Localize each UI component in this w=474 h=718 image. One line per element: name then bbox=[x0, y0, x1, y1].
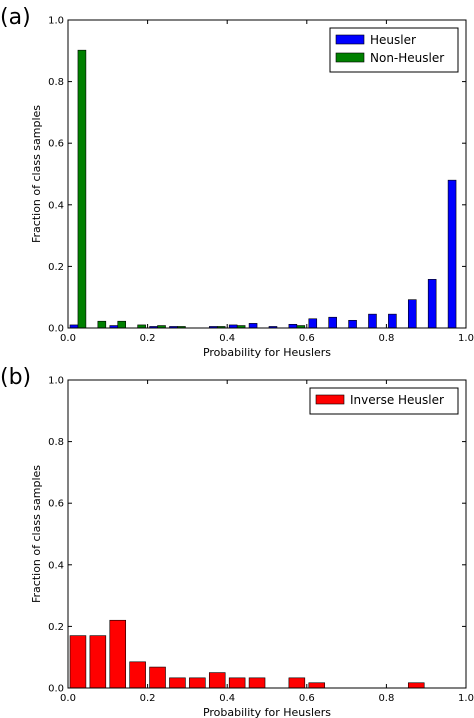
legend-swatch-inverse-heusler bbox=[315, 394, 345, 405]
bar-inverse-heusler-17 bbox=[407, 682, 425, 689]
y-tick-label: 0.2 bbox=[48, 622, 64, 633]
bar-inverse-heusler-0 bbox=[69, 635, 87, 689]
y-tick-label: 0.4 bbox=[48, 560, 64, 571]
bar-inverse-heusler-11 bbox=[288, 677, 306, 689]
bar-inverse-heusler-5 bbox=[169, 677, 186, 689]
x-tick-label: 1.0 bbox=[458, 333, 474, 344]
bar-inverse-heusler-9 bbox=[248, 677, 266, 689]
legend-swatch-non-heusler bbox=[335, 52, 365, 63]
bar-inverse-heusler-2 bbox=[109, 619, 127, 689]
legend-swatch-heusler bbox=[335, 34, 365, 45]
bar-inverse-heusler-1 bbox=[89, 635, 107, 689]
bar-inverse-heusler-7 bbox=[208, 672, 226, 689]
plot-frame bbox=[67, 19, 467, 329]
bar-heusler-11 bbox=[288, 323, 298, 329]
x-tick-label: 0.8 bbox=[378, 693, 394, 704]
bar-non-heusler-2 bbox=[117, 320, 127, 329]
bar-inverse-heusler-4 bbox=[149, 666, 166, 689]
x-axis-label: Probability for Heuslers bbox=[203, 706, 331, 718]
panel-label: (a) bbox=[0, 5, 31, 30]
bar-heusler-14 bbox=[348, 319, 357, 329]
bar-heusler-12 bbox=[308, 318, 318, 329]
bar-heusler-16 bbox=[388, 313, 397, 329]
x-tick-label: 0.2 bbox=[140, 333, 156, 344]
legend-box bbox=[309, 387, 459, 415]
y-tick-label: 0.0 bbox=[48, 684, 64, 695]
y-tick-label: 0.8 bbox=[48, 77, 64, 88]
y-tick-label: 0.6 bbox=[48, 499, 64, 510]
bar-heusler-13 bbox=[328, 316, 337, 329]
x-tick-label: 0.4 bbox=[219, 333, 235, 344]
y-tick-label: 1.0 bbox=[48, 16, 64, 27]
legend-label-non-heusler: Non-Heusler bbox=[370, 51, 444, 65]
legend-label-heusler: Heusler bbox=[370, 33, 416, 47]
x-tick-label: 0.8 bbox=[378, 333, 394, 344]
y-axis-label: Fraction of class samples bbox=[30, 105, 43, 243]
y-tick-label: 0.6 bbox=[48, 139, 64, 150]
x-axis-label: Probability for Heuslers bbox=[203, 346, 331, 359]
bar-heusler-9 bbox=[248, 323, 258, 329]
bar-heusler-15 bbox=[368, 313, 377, 329]
bar-heusler-19 bbox=[447, 179, 457, 329]
panel-label: (b) bbox=[0, 365, 31, 390]
x-tick-label: 0.4 bbox=[219, 693, 235, 704]
y-tick-label: 1.0 bbox=[48, 376, 64, 387]
bar-non-heusler-1 bbox=[97, 320, 107, 329]
bar-heusler-17 bbox=[407, 299, 417, 329]
x-tick-label: 1.0 bbox=[458, 693, 474, 704]
x-tick-label: 0.6 bbox=[299, 693, 315, 704]
chart-panel-a: (a) 0.00.0 0.2 0.2 0.4 0.4 0.6 0.6 0.8 0.8 1.0 1.0 P… bbox=[0, 5, 474, 359]
bar-heusler-18 bbox=[427, 279, 437, 329]
y-tick-label: 0.4 bbox=[48, 200, 64, 211]
bar-non-heusler-0 bbox=[77, 49, 87, 329]
y-tick-label: 0.0 bbox=[48, 324, 64, 335]
x-tick-label: 0.6 bbox=[299, 333, 315, 344]
plot-frame bbox=[67, 379, 467, 689]
y-tick-label: 0.8 bbox=[48, 437, 64, 448]
x-tick-label: 0.0 bbox=[60, 693, 76, 704]
chart-panel-b: (b) 0.00.0 0.2 0.2 0.4 0.4 0.6 0.6 0.8 0.8 1.0 1.0 P… bbox=[0, 365, 474, 718]
y-axis-label: Fraction of class samples bbox=[30, 465, 43, 603]
x-tick-label: 0.0 bbox=[60, 333, 76, 344]
bar-inverse-heusler-3 bbox=[129, 661, 146, 689]
y-tick-label: 0.2 bbox=[48, 262, 64, 273]
legend-label-inverse-heusler: Inverse Heusler bbox=[350, 393, 444, 407]
bar-inverse-heusler-8 bbox=[228, 677, 246, 689]
bar-inverse-heusler-12 bbox=[308, 682, 326, 689]
bar-inverse-heusler-6 bbox=[189, 677, 206, 689]
x-tick-label: 0.2 bbox=[140, 693, 156, 704]
